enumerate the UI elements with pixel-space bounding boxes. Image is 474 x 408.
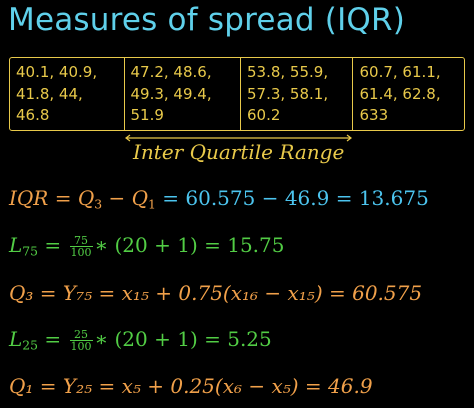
data-line: 57.3, 58.1,	[246, 84, 329, 103]
data-line: 47.2, 48.6,	[130, 63, 212, 81]
q3-formula-text: Q₃ = Y₇₅ = x₁₅ + 0.75(x₁₆ − x₁₅) = 60.57…	[9, 281, 423, 305]
data-line: 61.4, 62.8,	[359, 84, 441, 103]
iqr-minus-q1: − Q	[102, 186, 148, 210]
iqr-lhs: IQR = Q	[9, 186, 95, 210]
l25-frac-den: 100	[70, 340, 92, 353]
l75-var: L	[9, 233, 23, 257]
page-title: Measures of spread (IQR)	[8, 2, 406, 38]
quartile-group-2: 47.2, 48.6, 49.3, 49.4, 51.9	[125, 58, 241, 130]
quartile-group-4: 60.7, 61.1, 61.4, 62.8, 633	[353, 58, 464, 130]
iqr-result: = 60.575 − 46.9 = 13.675	[155, 186, 429, 210]
l25-formula: L25 = 25 100 ∗ (20 + 1) = 5.25	[9, 327, 272, 352]
l75-formula: L75 = 75 100 ∗ (20 + 1) = 15.75	[9, 233, 284, 258]
iqr-q1-sub: 1	[148, 196, 156, 212]
data-line: 633	[359, 106, 389, 124]
quartile-group-3: 53.8, 55.9, 57.3, 58.1, 60.2	[241, 58, 354, 130]
range-double-arrow	[125, 134, 352, 142]
q1-formula: Q₁ = Y₂₅ = x₅ + 0.25(x₆ − x₅) = 46.9	[9, 374, 373, 398]
range-label: Inter Quartile Range	[133, 140, 345, 164]
data-line: 49.3, 49.4,	[130, 84, 212, 103]
iqr-formula: IQR = Q3 − Q1 = 60.575 − 46.9 = 13.675	[9, 186, 429, 210]
l75-rest: ∗ (20 + 1) = 15.75	[94, 233, 285, 257]
quartile-group-1: 40.1, 40.9, 41.8, 44, 46.8	[10, 58, 125, 130]
data-line: 40.1, 40.9,	[16, 63, 98, 81]
q1-formula-text: Q₁ = Y₂₅ = x₅ + 0.25(x₆ − x₅) = 46.9	[9, 374, 373, 398]
data-line: 51.9	[130, 106, 164, 124]
data-line: 41.8, 44,	[16, 84, 83, 103]
data-line: 60.2	[246, 106, 281, 124]
l25-fraction: 25 100	[69, 329, 93, 353]
l25-var: L	[9, 327, 23, 351]
data-line: 53.8, 55.9,	[246, 63, 329, 81]
l25-frac-num: 25	[69, 329, 93, 341]
sorted-data-box: 40.1, 40.9, 41.8, 44, 46.8 47.2, 48.6, 4…	[9, 57, 465, 131]
l75-frac-num: 75	[69, 235, 93, 247]
l75-frac-den: 100	[70, 246, 92, 259]
l25-rest: ∗ (20 + 1) = 5.25	[94, 327, 272, 351]
iqr-q3-sub: 3	[94, 196, 103, 212]
l25-sub: 25	[22, 337, 39, 353]
l75-sub: 75	[22, 243, 39, 259]
l25-eq: =	[38, 327, 68, 351]
l75-eq: =	[38, 233, 68, 257]
l75-fraction: 75 100	[69, 235, 93, 259]
data-line: 46.8	[16, 106, 50, 124]
data-line: 60.7, 61.1,	[359, 63, 441, 81]
q3-formula: Q₃ = Y₇₅ = x₁₅ + 0.75(x₁₆ − x₁₅) = 60.57…	[9, 281, 422, 305]
